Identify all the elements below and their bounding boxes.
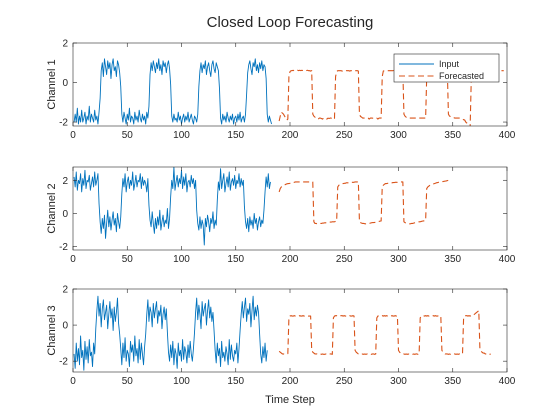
y-tick-label: 0 xyxy=(62,209,68,220)
x-tick-label: 50 xyxy=(122,376,134,387)
plot-area xyxy=(73,289,507,372)
x-tick-label: 150 xyxy=(227,130,244,141)
input-series-line xyxy=(73,167,271,246)
chart-title: Closed Loop Forecasting xyxy=(207,14,374,31)
x-tick-label: 300 xyxy=(390,130,407,141)
input-series-line xyxy=(73,58,272,125)
series-group xyxy=(73,295,491,371)
x-tick-label: 50 xyxy=(122,254,134,265)
x-tick-label: 350 xyxy=(444,254,461,265)
y-axis-label: Channel 3 xyxy=(46,305,58,355)
y-axis-label: Channel 2 xyxy=(46,183,58,233)
y-tick-label: -2 xyxy=(59,118,68,129)
x-tick-label: 300 xyxy=(390,376,407,387)
x-tick-label: 250 xyxy=(336,376,353,387)
x-tick-label: 0 xyxy=(70,130,76,141)
legend: Input Forecasted xyxy=(393,53,500,83)
x-tick-label: 200 xyxy=(282,130,299,141)
x-tick-label: 350 xyxy=(444,376,461,387)
x-tick-label: 300 xyxy=(390,254,407,265)
x-tick-label: 350 xyxy=(444,130,461,141)
x-tick-label: 0 xyxy=(70,376,76,387)
x-tick-label: 400 xyxy=(499,130,516,141)
x-tick-label: 400 xyxy=(499,376,516,387)
x-tick-label: 150 xyxy=(227,254,244,265)
x-tick-label: 100 xyxy=(173,130,190,141)
x-tick-label: 400 xyxy=(499,254,516,265)
legend-input-label: Input xyxy=(439,59,460,69)
x-tick-label: 200 xyxy=(282,254,299,265)
forecast-series-line xyxy=(278,179,449,225)
x-tick-label: 0 xyxy=(70,254,76,265)
x-tick-label: 100 xyxy=(173,254,190,265)
plot-area xyxy=(73,167,507,250)
x-tick-label: 250 xyxy=(336,130,353,141)
y-axis-label: Channel 1 xyxy=(46,59,58,109)
series-group xyxy=(73,167,449,246)
x-axis-label: Time Step xyxy=(265,394,315,406)
legend-forecast-label: Forecasted xyxy=(439,71,484,81)
x-tick-label: 50 xyxy=(122,130,134,141)
x-tick-label: 150 xyxy=(227,376,244,387)
series-group xyxy=(73,58,504,126)
y-tick-label: 2 xyxy=(62,285,68,296)
x-tick-label: 200 xyxy=(282,376,299,387)
forecast-series-line xyxy=(278,310,491,355)
input-series-line xyxy=(73,295,268,371)
y-tick-label: 2 xyxy=(62,39,68,50)
x-tick-label: 250 xyxy=(336,254,353,265)
y-tick-label: -2 xyxy=(59,357,68,368)
legend-box xyxy=(393,53,500,83)
x-tick-label: 100 xyxy=(173,376,190,387)
y-tick-label: 0 xyxy=(62,78,68,89)
y-tick-label: 2 xyxy=(62,176,68,187)
forecast-series-line xyxy=(278,69,504,126)
y-tick-label: 0 xyxy=(62,321,68,332)
y-tick-label: -2 xyxy=(59,242,68,253)
